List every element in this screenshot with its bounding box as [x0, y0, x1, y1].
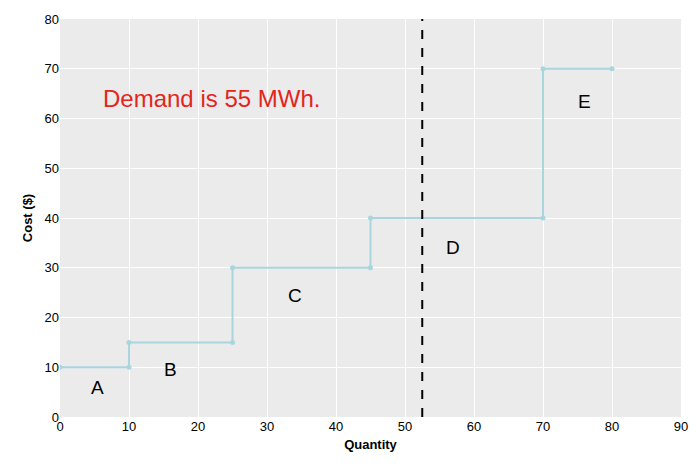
svg-text:60: 60 [467, 419, 481, 434]
svg-text:10: 10 [122, 419, 136, 434]
svg-text:B: B [164, 359, 177, 380]
svg-text:C: C [288, 285, 302, 306]
svg-text:D: D [446, 237, 460, 258]
svg-text:E: E [578, 91, 591, 112]
svg-text:50: 50 [398, 419, 412, 434]
svg-text:0: 0 [52, 410, 59, 425]
svg-text:20: 20 [191, 419, 205, 434]
svg-text:60: 60 [45, 111, 59, 126]
svg-text:30: 30 [45, 260, 59, 275]
svg-text:70: 70 [45, 61, 59, 76]
svg-text:0: 0 [56, 419, 63, 434]
svg-text:50: 50 [45, 161, 59, 176]
svg-text:70: 70 [536, 419, 550, 434]
svg-text:A: A [91, 377, 104, 398]
svg-text:40: 40 [45, 211, 59, 226]
svg-text:80: 80 [605, 419, 619, 434]
svg-text:90: 90 [674, 419, 688, 434]
svg-text:30: 30 [260, 419, 274, 434]
svg-text:Quantity: Quantity [344, 437, 397, 452]
svg-text:20: 20 [45, 310, 59, 325]
svg-text:80: 80 [45, 12, 59, 27]
svg-text:Cost ($): Cost ($) [20, 194, 35, 242]
svg-text:Demand is 55 MWh.: Demand is 55 MWh. [103, 85, 320, 112]
svg-text:40: 40 [329, 419, 343, 434]
svg-text:10: 10 [45, 360, 59, 375]
